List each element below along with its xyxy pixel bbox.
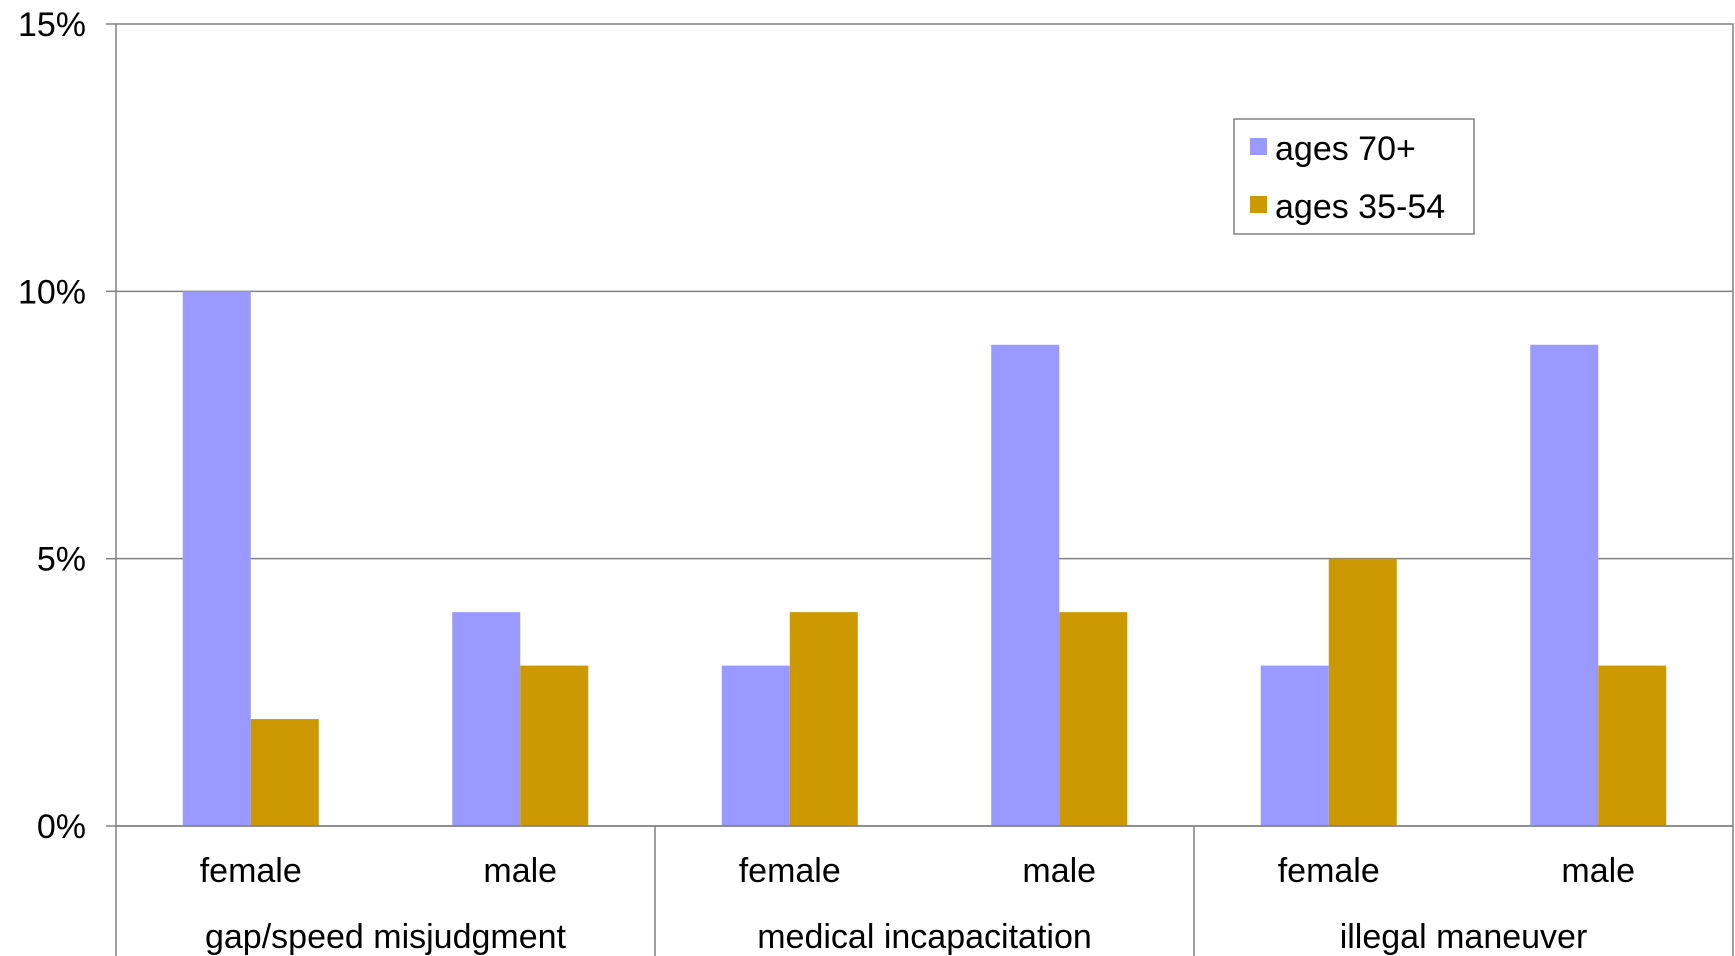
bar-ages-35-54 (789, 612, 858, 826)
group-labels: gap/speed misjudgment medical incapacitat… (205, 918, 1587, 956)
bar-ages-35-54 (1598, 665, 1667, 826)
bar-ages-70-plus (1530, 344, 1599, 826)
bar-ages-70-plus (721, 665, 790, 826)
legend-label-ages-35-54: ages 35-54 (1275, 188, 1445, 226)
legend-box (1233, 118, 1475, 235)
group-label: illegal maneuver (1340, 918, 1588, 956)
y-tick-label: 5% (37, 541, 86, 579)
bars (182, 291, 1667, 826)
bar-ages-35-54 (1059, 612, 1128, 826)
plot-background (115, 23, 1734, 827)
category-label: male (1022, 852, 1096, 890)
category-label: male (483, 852, 557, 890)
bar-ages-70-plus (182, 291, 251, 826)
category-label: female (200, 852, 302, 890)
bar-ages-70-plus (452, 612, 521, 826)
category-label: male (1561, 852, 1635, 890)
legend-swatch-ages-35-54 (1250, 196, 1267, 213)
group-label: medical incapacitation (757, 918, 1092, 956)
bar-ages-35-54 (520, 665, 589, 826)
y-tick-label: 10% (18, 273, 86, 311)
bar-ages-35-54 (250, 719, 319, 826)
legend-swatch-ages-70-plus (1250, 138, 1267, 155)
category-label: female (739, 852, 841, 890)
legend: ages 70+ ages 35-54 (1233, 118, 1475, 235)
bar-ages-70-plus (991, 344, 1060, 826)
bar-ages-70-plus (1260, 665, 1329, 826)
axes (115, 825, 1734, 956)
gridlines (106, 23, 1733, 827)
y-tick-label: 15% (18, 6, 86, 44)
bar-ages-35-54 (1328, 558, 1397, 826)
category-label: female (1278, 852, 1380, 890)
group-label: gap/speed misjudgment (205, 918, 567, 956)
y-tick-labels: 0% 5% 10% 15% (18, 6, 86, 846)
category-labels: female male female male female male (200, 852, 1635, 890)
y-tick-label: 0% (37, 808, 86, 846)
legend-label-ages-70-plus: ages 70+ (1275, 130, 1416, 168)
